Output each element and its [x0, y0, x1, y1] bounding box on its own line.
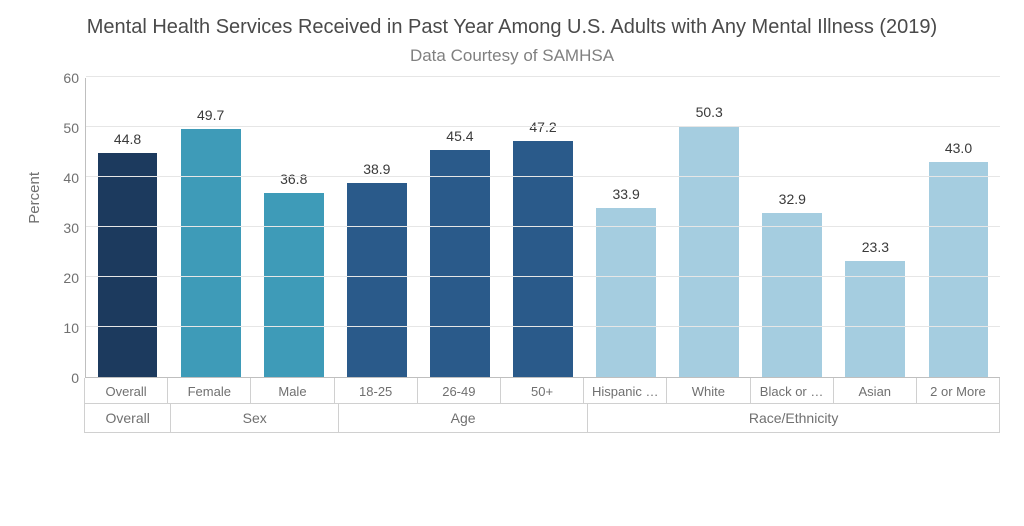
x-category-label: White: [666, 378, 749, 404]
bar-value-label: 45.4: [446, 128, 473, 144]
bar-value-label: 38.9: [363, 161, 390, 177]
bar-slot: 44.8: [86, 78, 169, 377]
x-category-label: 26-49: [417, 378, 500, 404]
bar-value-label: 44.8: [114, 131, 141, 147]
y-tick: 50: [45, 120, 79, 136]
chart-subtitle: Data Courtesy of SAMHSA: [24, 46, 1000, 66]
bar-value-label: 49.7: [197, 107, 224, 123]
chart-title: Mental Health Services Received in Past …: [24, 14, 1000, 40]
bar[interactable]: 50.3: [679, 126, 739, 378]
y-tick: 60: [45, 70, 79, 86]
bar-slot: 33.9: [585, 78, 668, 377]
bar[interactable]: 43.0: [929, 162, 989, 377]
bar-slot: 50.3: [668, 78, 751, 377]
bar[interactable]: 36.8: [264, 193, 324, 377]
x-axis-groups-row: OverallSexAgeRace/Ethnicity: [84, 404, 1000, 433]
x-category-label: Black or …: [750, 378, 833, 404]
bar-slot: 49.7: [169, 78, 252, 377]
x-category-label: Male: [250, 378, 333, 404]
bar-value-label: 36.8: [280, 171, 307, 187]
bar-value-label: 33.9: [612, 186, 639, 202]
x-category-label: 18-25: [334, 378, 417, 404]
bar[interactable]: 33.9: [596, 208, 656, 378]
bar-slot: 36.8: [252, 78, 335, 377]
y-axis-label: Percent: [24, 172, 45, 224]
x-category-label: Hispanic …: [583, 378, 666, 404]
bar-slot: 43.0: [917, 78, 1000, 377]
y-tick: 20: [45, 270, 79, 286]
bar-value-label: 32.9: [779, 191, 806, 207]
x-category-label: 50+: [500, 378, 583, 404]
x-category-label: Asian: [833, 378, 916, 404]
gridline: [86, 76, 1000, 77]
bar[interactable]: 44.8: [98, 153, 158, 377]
bar-slot: 32.9: [751, 78, 834, 377]
x-category-label: Overall: [84, 378, 167, 404]
chart-container: Mental Health Services Received in Past …: [0, 0, 1024, 526]
x-axis-categories-row: OverallFemaleMale18-2526-4950+Hispanic ……: [84, 378, 1000, 404]
bar[interactable]: 38.9: [347, 183, 407, 378]
x-group-label: Race/Ethnicity: [587, 404, 1000, 433]
plot-row: Percent 0102030405060 44.849.736.838.945…: [24, 78, 1000, 378]
y-axis: 0102030405060: [45, 78, 85, 378]
gridline: [86, 276, 1000, 277]
bars-layer: 44.8 49.7 36.8 38.9 45.4 47.2 33.9 50.3 32.9 23.3…: [86, 78, 1000, 377]
x-axis-groups: OverallSexAgeRace/Ethnicity: [84, 404, 1000, 433]
bar[interactable]: 49.7: [181, 129, 241, 378]
bar[interactable]: 32.9: [762, 213, 822, 378]
bar-slot: 23.3: [834, 78, 917, 377]
bar-value-label: 50.3: [696, 104, 723, 120]
y-tick: 0: [45, 370, 79, 386]
x-category-label: 2 or More: [916, 378, 1000, 404]
x-group-label: Age: [338, 404, 587, 433]
bar-value-label: 47.2: [529, 119, 556, 135]
x-group-label: Sex: [170, 404, 338, 433]
y-tick: 10: [45, 320, 79, 336]
gridline: [86, 126, 1000, 127]
y-tick: 30: [45, 220, 79, 236]
bar-slot: 45.4: [418, 78, 501, 377]
gridline: [86, 176, 1000, 177]
plot-area: 44.8 49.7 36.8 38.9 45.4 47.2 33.9 50.3 32.9 23.3…: [85, 78, 1000, 378]
bar-slot: 47.2: [501, 78, 584, 377]
x-axis-categories: OverallFemaleMale18-2526-4950+Hispanic ……: [84, 378, 1000, 404]
bar-slot: 38.9: [335, 78, 418, 377]
gridline: [86, 326, 1000, 327]
bar[interactable]: 45.4: [430, 150, 490, 377]
x-category-label: Female: [167, 378, 250, 404]
x-group-label: Overall: [84, 404, 170, 433]
bar-value-label: 23.3: [862, 239, 889, 255]
bar-value-label: 43.0: [945, 140, 972, 156]
bar[interactable]: 23.3: [845, 261, 905, 378]
y-tick: 40: [45, 170, 79, 186]
gridline: [86, 226, 1000, 227]
